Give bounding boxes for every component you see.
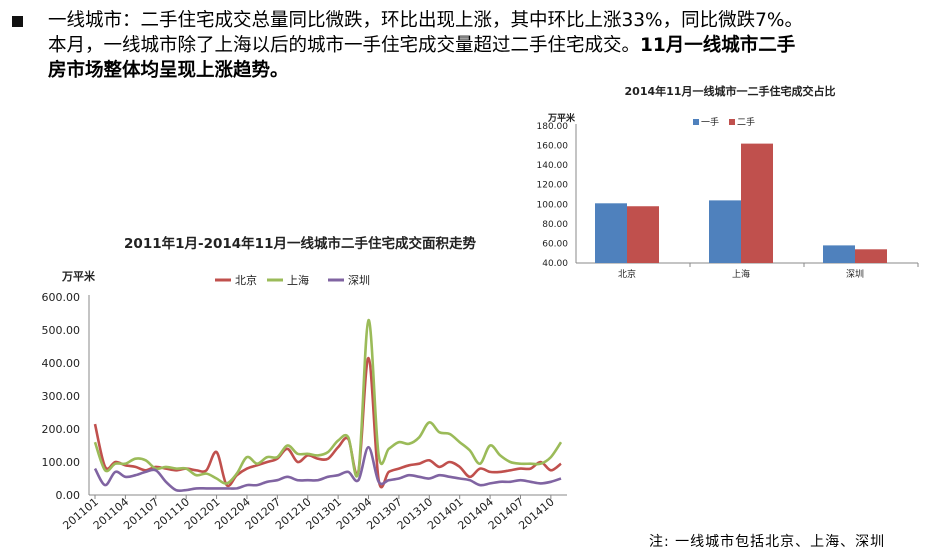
- line-chart-title: 2011年1月-2014年11月一线城市二手住宅成交面积走势: [124, 235, 476, 252]
- summary-line-3: 房市场整体均呈现上涨趋势。: [48, 58, 917, 83]
- bar-y-tick-label: 60.00: [542, 239, 568, 249]
- series-line-深圳: [93, 445, 562, 493]
- bar-y-tick-label: 160.00: [537, 142, 569, 152]
- summary-line-2: 本月，一线城市除了上海以后的城市一手住宅成交量超过二手住宅成交。11月一线城市二…: [48, 33, 917, 58]
- legend-label-深圳: 深圳: [348, 274, 370, 287]
- line-chart-ylabel: 万平米: [61, 269, 96, 283]
- bar-深圳-二手: [855, 249, 887, 263]
- bar-legend-label-一手: 一手: [701, 116, 719, 128]
- bar-chart-ylabel: 万平米: [547, 112, 576, 124]
- bar-legend-swatch-一手: [693, 119, 699, 125]
- bullet-square-icon: [12, 16, 23, 27]
- bar-category-label: 北京: [618, 268, 636, 280]
- bar-深圳-一手: [823, 245, 855, 263]
- series-line-北京: [93, 356, 562, 489]
- bar-上海-一手: [709, 200, 741, 263]
- series-line-上海: [93, 318, 563, 485]
- y-tick-label: 400.00: [42, 357, 81, 370]
- bar-category-label: 上海: [732, 268, 750, 280]
- y-tick-label: 100.00: [42, 456, 81, 469]
- bar-legend-label-二手: 二手: [737, 116, 755, 128]
- summary-line-1: 一线城市：二手住宅成交总量同比微跌，环比出现上涨，其中环比上涨33%，同比微跌7…: [48, 10, 803, 31]
- bar-category-label: 深圳: [846, 269, 864, 280]
- bar-y-tick-label: 140.00: [537, 161, 569, 171]
- y-tick-label: 500.00: [42, 324, 81, 337]
- bar-北京-一手: [595, 203, 627, 263]
- y-tick-label: 300.00: [42, 390, 81, 403]
- bar-北京-二手: [627, 206, 659, 263]
- bar-chart-title: 2014年11月一线城市一二手住宅成交占比: [625, 84, 836, 98]
- legend-label-上海: 上海: [287, 273, 309, 287]
- bar-y-tick-label: 120.00: [537, 181, 569, 191]
- y-tick-label: 600.00: [42, 291, 81, 304]
- y-tick-label: 0.00: [56, 489, 81, 502]
- footnote: 注: 一线城市包括北京、上海、深圳: [649, 534, 886, 550]
- bar-y-tick-label: 40.00: [542, 259, 568, 269]
- bar-上海-二手: [741, 143, 773, 263]
- y-tick-label: 200.00: [42, 423, 81, 436]
- summary-line-3-bold: 房市场整体均呈现上涨趋势。: [48, 60, 289, 81]
- summary-line-2-text: 本月，一线城市除了上海以后的城市一手住宅成交量超过二手住宅成交。: [48, 35, 641, 56]
- bar-y-tick-label: 80.00: [542, 220, 568, 230]
- bar-y-tick-label: 180.00: [537, 122, 569, 132]
- bar-y-tick-label: 100.00: [537, 200, 569, 210]
- legend-label-北京: 北京: [235, 273, 257, 287]
- summary-line-2-bold: 11月一线城市二手: [640, 35, 796, 56]
- bar-legend-swatch-二手: [729, 119, 735, 125]
- summary-block: 一线城市：二手住宅成交总量同比微跌，环比出现上涨，其中环比上涨33%，同比微跌7…: [12, 8, 917, 83]
